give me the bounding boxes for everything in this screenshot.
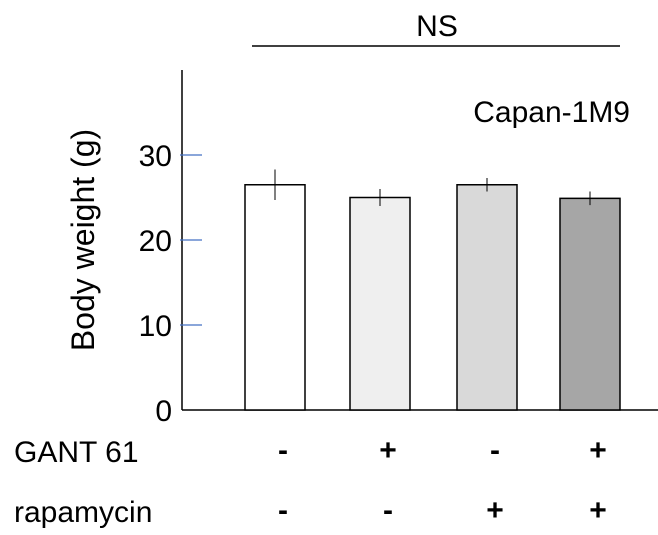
bar: [244, 184, 306, 411]
panel-label: Capan-1M9: [473, 96, 630, 129]
y-tick-label: 10: [139, 310, 172, 343]
treatment-table: GANT 61 - + - + rapamycin - - + +: [14, 434, 607, 529]
treatment-sign: +: [589, 494, 607, 527]
bar: [456, 184, 518, 411]
y-axis-label: Body weight (g): [65, 129, 101, 351]
treatment-sign: -: [383, 494, 393, 527]
treatment-sign: -: [278, 434, 288, 467]
y-ticks: 0 10 20 30: [139, 140, 202, 428]
treatment-sign: -: [278, 494, 288, 527]
treatment-sign: +: [486, 494, 504, 527]
significance-label: NS: [416, 10, 458, 43]
y-tick-label: 0: [155, 395, 172, 428]
treatment-label: rapamycin: [14, 496, 152, 529]
y-tick-label: 20: [139, 225, 172, 258]
treatment-sign: +: [589, 434, 607, 467]
bars: [244, 169, 621, 411]
y-tick-label: 30: [139, 140, 172, 173]
bar: [559, 197, 621, 411]
treatment-sign: -: [490, 434, 500, 467]
treatment-sign: +: [379, 434, 397, 467]
bar: [349, 196, 411, 411]
treatment-label: GANT 61: [14, 436, 139, 469]
